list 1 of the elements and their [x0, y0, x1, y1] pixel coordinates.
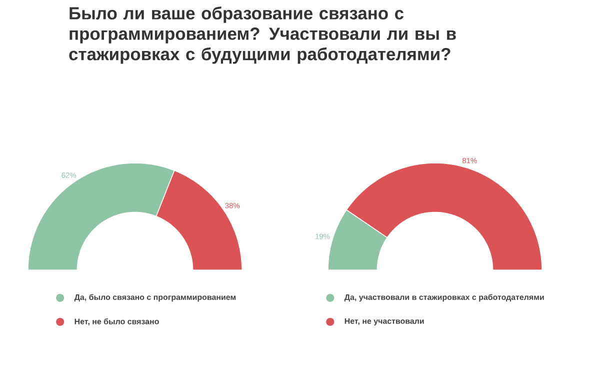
- chart-title: Было ли ваше образование связано с программированием? Участвовали ли вы в стажировках с будущими работодателями?: [69, 6, 456, 64]
